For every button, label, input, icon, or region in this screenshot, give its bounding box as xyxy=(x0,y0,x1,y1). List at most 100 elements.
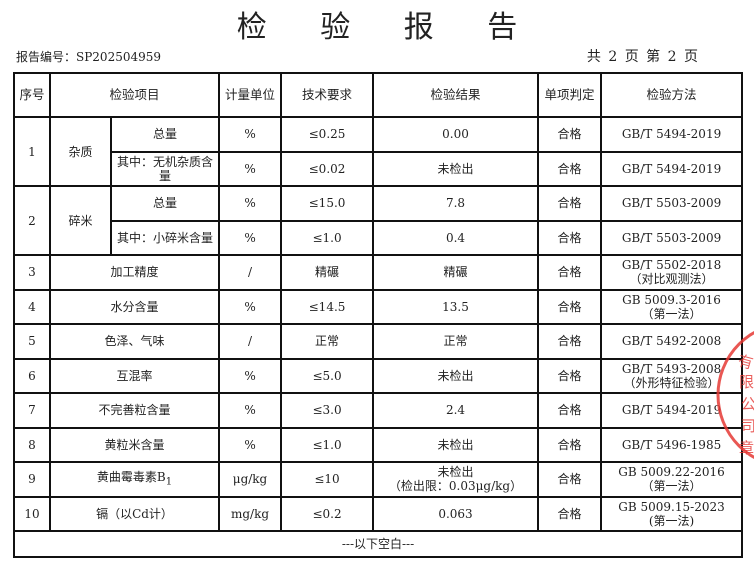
requirement: ≤3.0 xyxy=(280,392,375,429)
requirement-text: ≤1.0 xyxy=(312,437,342,452)
verdict-text: 合格 xyxy=(557,368,582,383)
unit-text: % xyxy=(244,230,256,245)
verdict-text: 合格 xyxy=(557,334,582,349)
result-text: 未检出 xyxy=(437,161,474,176)
item-name-text: 黄曲霉毒素B xyxy=(96,469,166,484)
blank-below: ---以下空白--- xyxy=(12,530,744,558)
item-name: 总量 xyxy=(109,116,221,153)
verdict: 合格 xyxy=(537,254,603,291)
row-no: 6 xyxy=(13,357,51,394)
row-no-text: 9 xyxy=(28,472,36,487)
unit: / xyxy=(218,254,283,291)
header-unit: 计量单位 xyxy=(218,72,283,118)
unit-text: % xyxy=(244,196,256,211)
item-name-text: 镉（以Cd计） xyxy=(96,506,173,521)
unit-text: % xyxy=(244,299,256,314)
method-text: GB/T 5494-2019 xyxy=(621,127,722,142)
requirement: ≤1.0 xyxy=(280,426,375,463)
table-row: 10 镉（以Cd计） mg/kg ≤0.2 0.063 合格 GB 5009.15-2023… xyxy=(13,495,744,532)
verdict: 合格 xyxy=(537,323,603,360)
method-text: GB/T 5502-2018 xyxy=(621,258,722,273)
row-no-text: 7 xyxy=(28,403,36,418)
unit-text: % xyxy=(244,437,256,452)
header-method: 检验方法 xyxy=(600,72,744,118)
row-no: 3 xyxy=(13,254,51,291)
unit: % xyxy=(218,116,283,153)
row-no-text: 3 xyxy=(28,265,36,280)
unit-text: % xyxy=(244,368,256,383)
method: GB/T 5496-1985 xyxy=(600,426,744,463)
unit: / xyxy=(218,323,283,360)
verdict-text: 合格 xyxy=(557,299,582,314)
verdict: 合格 xyxy=(537,116,603,153)
result-text: 未检出 xyxy=(437,437,474,452)
table-row: 5 色泽、气味 / 正常 正常 合格 GB/T 5492-2008 xyxy=(13,323,744,360)
verdict: 合格 xyxy=(537,495,603,532)
item-name-text: 不完善粒含量 xyxy=(98,403,171,418)
item-name-text: 加工精度 xyxy=(110,265,159,280)
method: GB/T 5494-2019 xyxy=(600,150,744,187)
header-result: 检验结果 xyxy=(372,72,540,118)
result-text: 7.8 xyxy=(445,196,466,211)
requirement: ≤10 xyxy=(280,461,375,498)
header-item: 检验项目 xyxy=(48,72,221,118)
unit-text: mg/kg xyxy=(230,506,270,521)
verdict-text: 合格 xyxy=(557,196,582,211)
method-note: （第一法） xyxy=(641,306,702,321)
report-number: 报告编号：SP202504959 xyxy=(16,50,162,64)
item-name: 总量 xyxy=(109,185,221,222)
method-text: GB/T 5492-2008 xyxy=(621,334,722,349)
requirement-text: 精碾 xyxy=(315,265,340,280)
method-text: GB 5009.15-2023 xyxy=(618,499,725,514)
result-text: 0.063 xyxy=(438,506,473,521)
requirement-text: ≤1.0 xyxy=(312,230,342,245)
result: 0.4 xyxy=(372,219,540,256)
verdict: 合格 xyxy=(537,185,603,222)
requirement: ≤0.2 xyxy=(280,495,375,532)
item-name: 加工精度 xyxy=(48,254,221,291)
item-name: 互混率 xyxy=(48,357,221,394)
row-no: 2 xyxy=(13,185,51,256)
method: GB 5009.22-2016 （第一法） xyxy=(600,461,744,498)
table-row: 4 水分含量% ≤14.5 13.5 合格 GB 5009.3-2016 （第一法） xyxy=(13,288,744,325)
table-footer: ---以下空白--- xyxy=(12,530,744,558)
requirement-text: ≤3.0 xyxy=(312,403,342,418)
method-note: (第一法) xyxy=(648,513,695,528)
table-row: 3 加工精度 / 精碾 精碾 合格 GB/T 5502-2018 （对比观测法） xyxy=(13,254,744,291)
result-text: 2.4 xyxy=(445,403,466,418)
unit-text: / xyxy=(247,334,253,349)
row-no: 7 xyxy=(13,392,51,429)
table-row: 1 杂质 总量% ≤0.25 0.00 合格 GB/T 5494-2019 xyxy=(13,116,744,187)
requirement-text: ≤15.0 xyxy=(308,196,346,211)
verdict: 合格 xyxy=(537,150,603,187)
requirement: 精碾 xyxy=(280,254,375,291)
row-no-text: 10 xyxy=(24,506,40,521)
result-text: 0.00 xyxy=(442,127,469,142)
item-name-text: 黄粒米含量 xyxy=(104,437,165,452)
requirement-text: ≤0.2 xyxy=(312,506,342,521)
official-stamp: 有 限 公 司 章 xyxy=(716,330,754,460)
requirement: ≤5.0 xyxy=(280,357,375,394)
item-subscript: 1 xyxy=(165,475,173,487)
verdict-text: 合格 xyxy=(557,127,582,142)
item-name-text: 水分含量 xyxy=(110,299,159,314)
item-group-text: 杂质 xyxy=(68,144,93,159)
method-text: GB/T 5493-2008 xyxy=(621,361,722,376)
item-name: 不完善粒含量 xyxy=(48,392,221,429)
result: 7.8 xyxy=(372,185,540,222)
method: GB/T 5502-2018 （对比观测法） xyxy=(600,254,744,291)
table-row: 6 互混率% ≤5.0 未检出 合格 GB/T 5493-2008 （外形特征检验） xyxy=(13,357,744,394)
verdict: 合格 xyxy=(537,219,603,256)
result: 正常 xyxy=(372,323,540,360)
requirement-text: ≤0.02 xyxy=(308,161,346,176)
method-text: GB 5009.22-2016 xyxy=(618,465,725,480)
item-name-text: 总量 xyxy=(153,127,178,142)
result-text: 正常 xyxy=(443,334,468,349)
item-name-text: 互混率 xyxy=(116,368,153,383)
verdict-text: 合格 xyxy=(557,265,582,280)
method: GB/T 5503-2009 xyxy=(600,185,744,222)
method-note: （外形特征检验） xyxy=(623,375,720,390)
method-text: GB 5009.3-2016 xyxy=(622,292,721,307)
row-no-text: 8 xyxy=(28,437,36,452)
requirement-text: ≤10 xyxy=(314,472,340,487)
